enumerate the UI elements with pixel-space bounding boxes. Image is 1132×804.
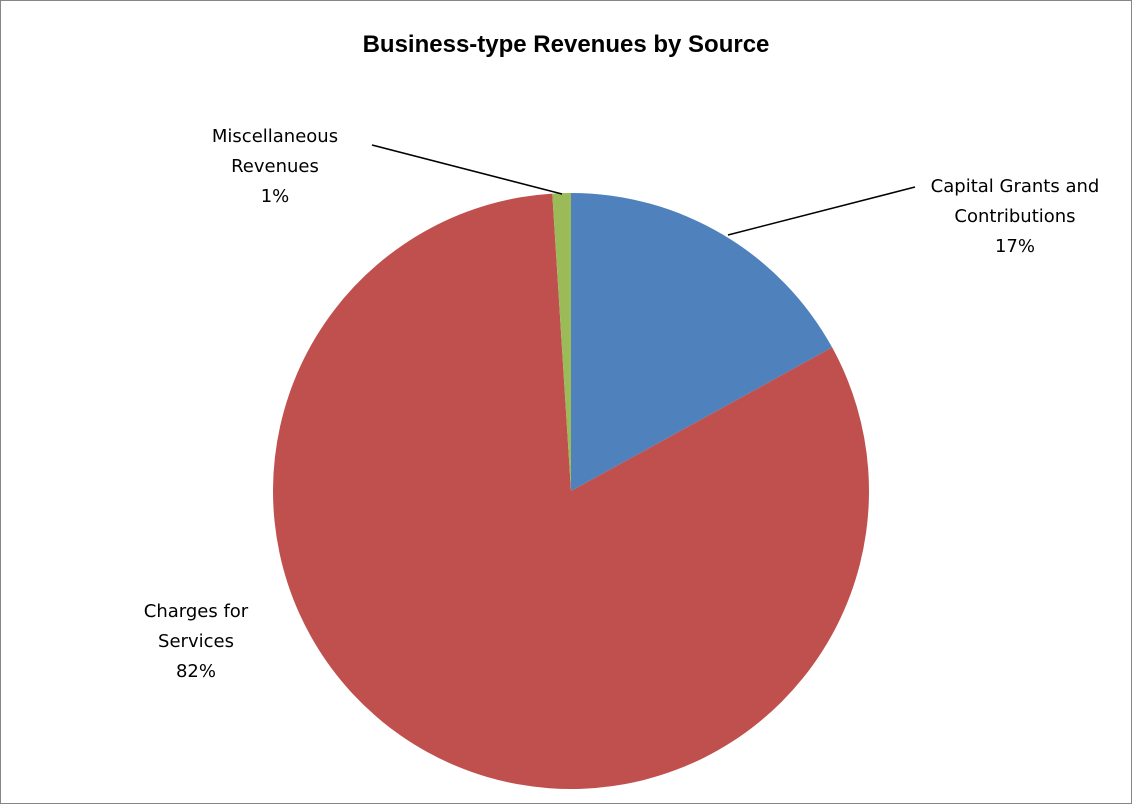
leader-lines [371,144,916,236]
pie-slice-1 [273,193,869,790]
slice-name-label-1: Charges for [144,601,249,622]
slice-name-label-0: Capital Grants and [931,176,1100,197]
pie-slices [273,193,869,790]
pie-slice-2 [552,193,571,491]
slice-labels: Capital Grants and Contributions 17% Charge… [144,126,1100,682]
pie-slice-0 [571,193,833,491]
slice-name-label-2: Revenues [231,156,319,177]
leader-line-0 [727,186,916,236]
slice-name-label-0: Contributions [954,206,1075,227]
slice-name-label-2: Miscellaneous [212,126,338,147]
leader-line-2 [371,144,563,195]
slice-percent-label-0: 17% [995,236,1035,257]
slice-percent-label-2: 1% [261,186,290,207]
slice-name-label-1: Services [158,631,234,652]
slice-percent-label-1: 82% [176,661,216,682]
chart-title: Business-type Revenues by Source [363,31,770,58]
